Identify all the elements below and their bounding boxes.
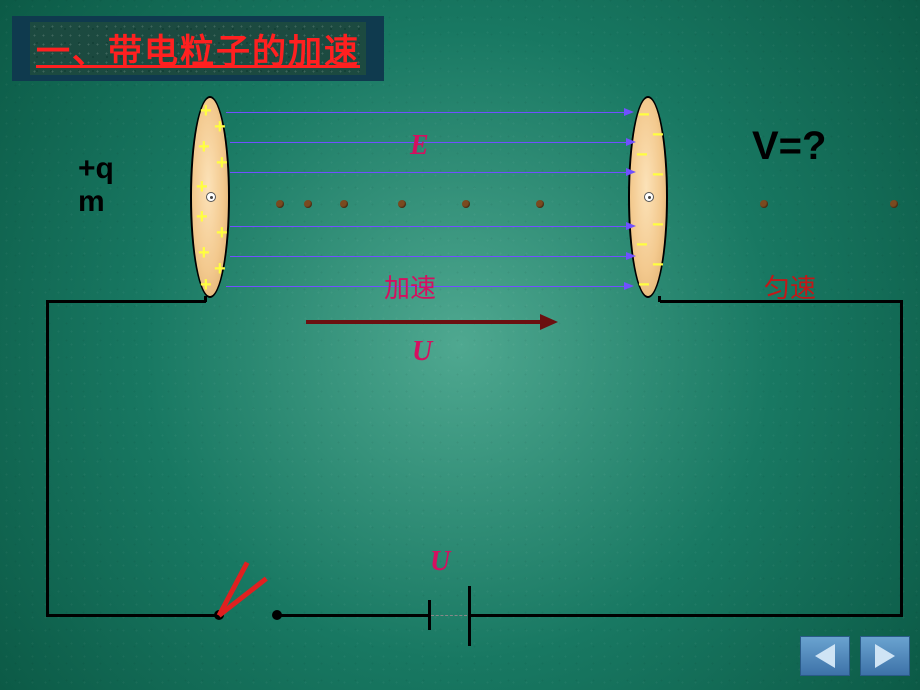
wire-bottom-right bbox=[471, 614, 902, 617]
accel-label: 加速 bbox=[384, 268, 436, 305]
prev-button[interactable] bbox=[800, 636, 850, 676]
wire-bottom-mid-left bbox=[280, 614, 428, 617]
left-plate: + + + + + + + + + + bbox=[190, 96, 230, 298]
section-title-box: 一、带电粒子的加速 bbox=[12, 16, 384, 81]
particle-mass: m bbox=[78, 185, 114, 218]
particle-source-dot bbox=[206, 192, 216, 202]
chevron-left-icon bbox=[815, 644, 835, 668]
battery-gap-dash bbox=[431, 615, 467, 616]
voltage-arrow-head bbox=[540, 314, 558, 330]
background-texture bbox=[0, 0, 920, 690]
wire-bottom-left bbox=[46, 614, 218, 617]
wire-plate-left bbox=[204, 296, 207, 302]
section-title: 一、带电粒子的加速 bbox=[36, 33, 360, 71]
chevron-right-icon bbox=[875, 644, 895, 668]
wire-top-left bbox=[46, 300, 206, 303]
voltage-arrow-line bbox=[306, 320, 540, 324]
wire-left bbox=[46, 300, 49, 616]
particle-label: +q m bbox=[78, 152, 114, 218]
right-plate: − − − − − − − − bbox=[628, 96, 668, 298]
next-button[interactable] bbox=[860, 636, 910, 676]
exit-hole-dot bbox=[644, 192, 654, 202]
field-label-E: E bbox=[410, 130, 429, 162]
wire-top-right bbox=[660, 300, 903, 303]
wire-plate-right bbox=[658, 296, 661, 302]
particle-charge: +q bbox=[78, 152, 114, 185]
velocity-label: V=? bbox=[752, 124, 826, 169]
wire-right bbox=[900, 300, 903, 617]
battery-label-U: U bbox=[430, 546, 450, 578]
voltage-label-U: U bbox=[412, 336, 432, 368]
